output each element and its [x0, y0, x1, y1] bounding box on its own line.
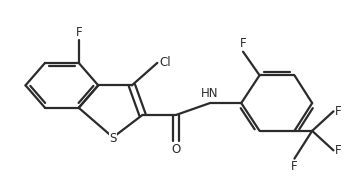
Text: O: O — [172, 143, 181, 156]
Text: HN: HN — [201, 87, 219, 100]
Text: S: S — [109, 132, 117, 145]
Text: F: F — [240, 37, 246, 50]
Text: F: F — [75, 26, 82, 39]
Text: F: F — [291, 160, 298, 173]
Text: F: F — [335, 144, 341, 157]
Text: Cl: Cl — [159, 56, 171, 69]
Text: F: F — [335, 105, 341, 118]
